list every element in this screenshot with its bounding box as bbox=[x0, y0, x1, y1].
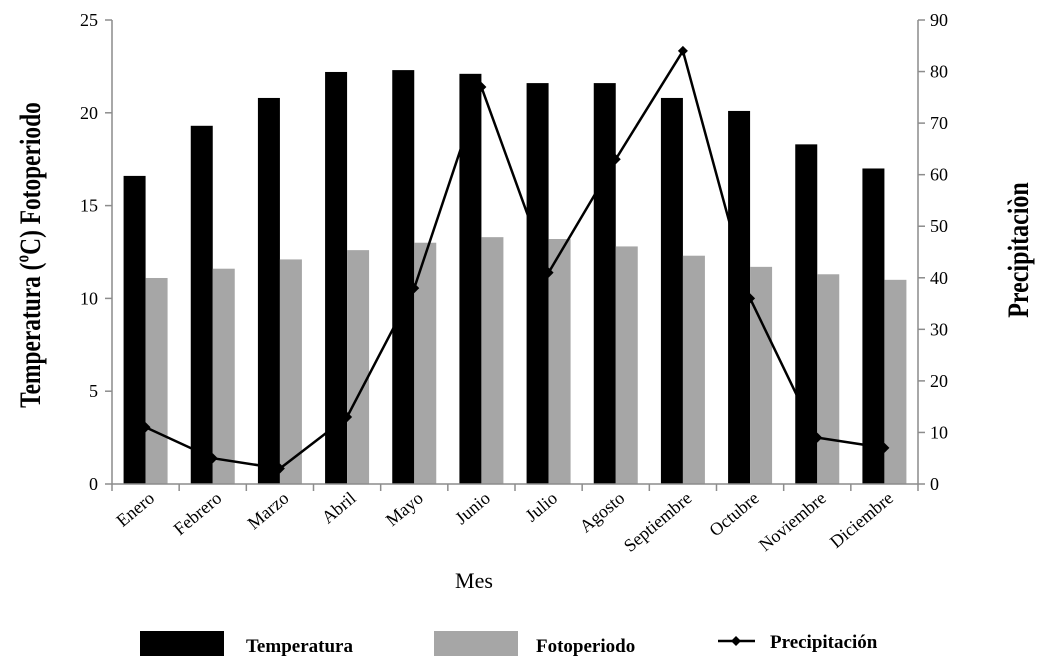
y-tick-label: 25 bbox=[80, 10, 98, 30]
precipitation-marker-junio bbox=[476, 82, 487, 93]
photoperiod-bar-septiembre bbox=[682, 255, 705, 484]
precipitation-marker-abril bbox=[342, 411, 353, 422]
photoperiod-bar-enero bbox=[145, 277, 168, 484]
precipitation-marker-agosto bbox=[610, 154, 621, 165]
precipitation-marker-octubre bbox=[745, 293, 756, 304]
precipitation-marker-mayo bbox=[409, 283, 420, 294]
y2-tick-label: 80 bbox=[930, 62, 948, 82]
photoperiod-bar-julio bbox=[548, 239, 571, 484]
legend: Temperatura Fotoperiodo Precipitación bbox=[140, 631, 878, 657]
y-tick-label: 5 bbox=[89, 381, 98, 401]
y2-tick-label: 0 bbox=[930, 474, 939, 494]
temperature-bar-septiembre bbox=[660, 97, 683, 485]
photoperiod-bar-noviembre bbox=[817, 274, 840, 484]
temperature-bar-enero bbox=[123, 175, 146, 485]
y-tick-label: 10 bbox=[80, 288, 98, 308]
y-tick-label: 20 bbox=[80, 103, 98, 123]
x-tick-label-marzo: Marzo bbox=[244, 488, 293, 534]
x-tick-label-mayo: Mayo bbox=[382, 488, 427, 530]
temperature-bar-junio bbox=[459, 73, 482, 484]
precipitation-marker-diciembre bbox=[879, 442, 890, 453]
y2-tick-label: 40 bbox=[930, 268, 948, 288]
photoperiod-bar-abril bbox=[347, 250, 370, 484]
legend-marker-precipitacion bbox=[731, 636, 741, 646]
y-tick-label: 15 bbox=[80, 196, 98, 216]
precipitation-line-layer bbox=[140, 45, 890, 474]
y2-axis-title: Precipitaciòn bbox=[1001, 182, 1034, 317]
precipitation-marker-marzo bbox=[274, 463, 285, 474]
legend-label-temperatura: Temperatura bbox=[246, 636, 353, 657]
y-tick-label: 0 bbox=[89, 474, 98, 494]
photoperiod-bar-agosto bbox=[615, 246, 638, 484]
y2-tick-label: 90 bbox=[930, 10, 948, 30]
x-tick-label-julio: Julio bbox=[521, 488, 561, 526]
y2-tick-label: 30 bbox=[930, 319, 948, 339]
y2-tick-label: 70 bbox=[930, 113, 948, 133]
precipitation-marker-septiembre bbox=[677, 45, 688, 56]
labels-layer: Mes Temperatura (ºC) Fotoperiodo Precipi… bbox=[13, 102, 1034, 593]
y2-tick-label: 20 bbox=[930, 371, 948, 391]
y2-tick-label: 50 bbox=[930, 216, 948, 236]
legend-label-precipitacion: Precipitación bbox=[770, 632, 878, 653]
y-axis-title: Temperatura (ºC) Fotoperiodo bbox=[13, 102, 46, 408]
legend-label-fotoperiodo: Fotoperiodo bbox=[536, 636, 635, 657]
temperature-bar-marzo bbox=[257, 97, 280, 485]
temperature-bar-febrero bbox=[190, 125, 213, 485]
precipitation-marker-noviembre bbox=[812, 432, 823, 443]
x-tick-label-agosto: Agosto bbox=[576, 488, 629, 537]
temperature-bar-abril bbox=[325, 71, 348, 484]
y2-tick-label: 60 bbox=[930, 165, 948, 185]
temperature-bar-julio bbox=[526, 83, 549, 484]
x-tick-label-noviembre: Noviembre bbox=[755, 488, 830, 555]
photoperiod-bar-febrero bbox=[212, 268, 235, 484]
precipitation-marker-julio bbox=[543, 267, 554, 278]
photoperiod-bar-junio bbox=[481, 237, 504, 484]
legend-swatch-temperatura bbox=[140, 631, 224, 656]
x-tick-label-diciembre: Diciembre bbox=[826, 488, 897, 552]
photoperiod-bar-mayo bbox=[414, 242, 437, 484]
x-tick-label-octubre: Octubre bbox=[705, 488, 762, 541]
precipitation-marker-enero bbox=[140, 422, 151, 433]
temperature-bar-agosto bbox=[593, 83, 616, 484]
photoperiod-bar-diciembre bbox=[884, 279, 907, 484]
x-tick-label-enero: Enero bbox=[112, 488, 158, 531]
x-tick-label-septiembre: Septiembre bbox=[620, 488, 696, 556]
temperature-bar-octubre bbox=[728, 110, 751, 484]
bars-layer bbox=[123, 70, 907, 485]
temperature-bar-noviembre bbox=[795, 144, 818, 485]
photoperiod-bar-marzo bbox=[279, 259, 302, 484]
legend-swatch-fotoperiodo bbox=[434, 631, 518, 656]
x-tick-label-febrero: Febrero bbox=[170, 488, 226, 539]
precipitation-marker-febrero bbox=[207, 453, 218, 464]
x-tick-label-abril: Abril bbox=[318, 488, 360, 528]
photoperiod-bar-octubre bbox=[750, 266, 773, 484]
precipitation-line bbox=[145, 47, 885, 470]
x-tick-label-junio: Junio bbox=[451, 488, 494, 528]
temperature-bar-mayo bbox=[392, 70, 415, 484]
x-axis-title: Mes bbox=[455, 568, 493, 593]
temperature-bar-diciembre bbox=[862, 168, 885, 485]
y2-tick-label: 10 bbox=[930, 422, 948, 442]
